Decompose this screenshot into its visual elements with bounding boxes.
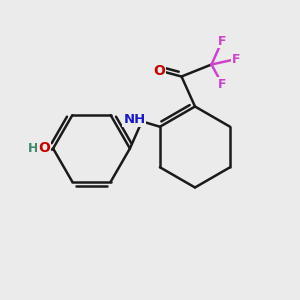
Text: F: F bbox=[232, 52, 240, 66]
Text: O: O bbox=[38, 142, 50, 155]
Text: NH: NH bbox=[123, 113, 146, 126]
Text: H: H bbox=[28, 142, 38, 155]
Text: F: F bbox=[218, 77, 226, 91]
Text: O: O bbox=[153, 64, 165, 77]
Text: F: F bbox=[218, 34, 226, 48]
